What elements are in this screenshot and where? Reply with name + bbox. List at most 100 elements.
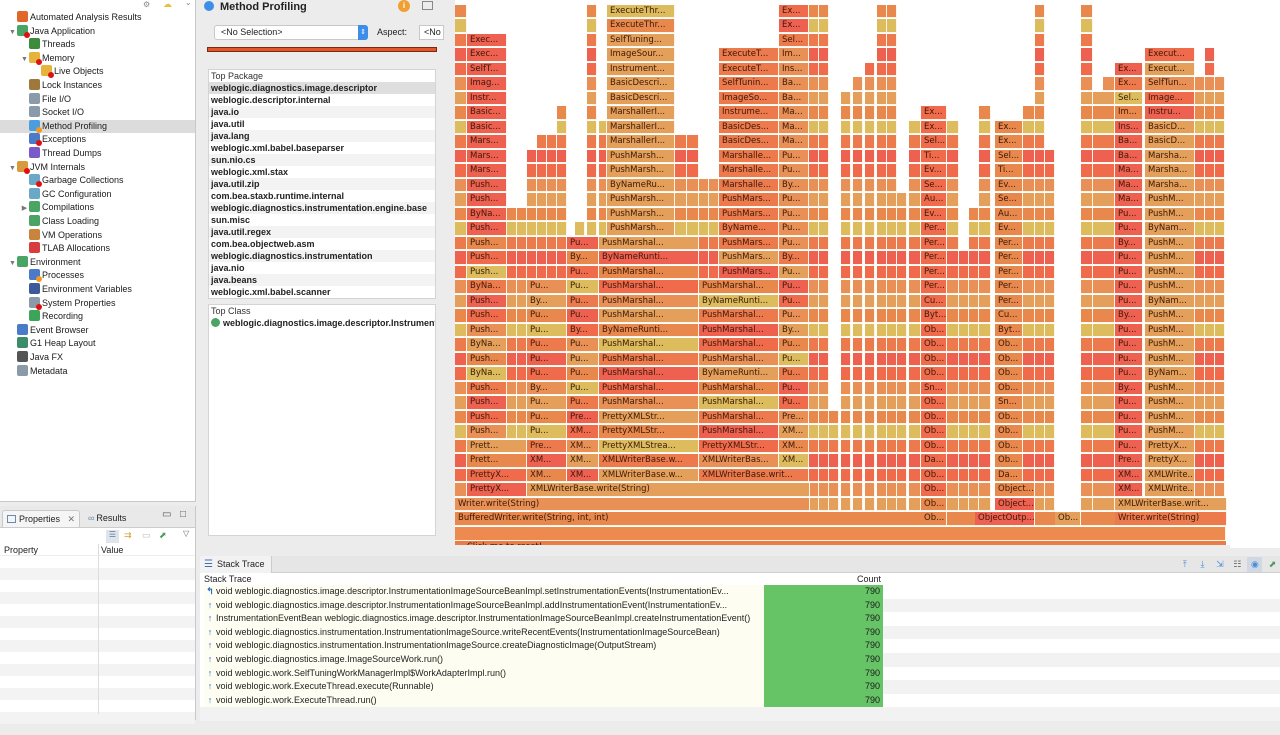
flame-frame[interactable]: Ev... bbox=[921, 164, 947, 178]
flame-frame[interactable] bbox=[557, 236, 567, 250]
flame-frame[interactable] bbox=[877, 193, 887, 207]
flame-frame[interactable] bbox=[865, 62, 875, 76]
flame-frame[interactable] bbox=[947, 410, 959, 424]
flame-frame[interactable]: XM... bbox=[779, 439, 809, 453]
flame-frame[interactable] bbox=[455, 425, 467, 439]
flame-frame[interactable]: By... bbox=[779, 323, 809, 337]
flame-frame[interactable]: Ob... bbox=[921, 439, 947, 453]
flame-frame[interactable] bbox=[1081, 483, 1093, 497]
flame-frame[interactable] bbox=[969, 294, 979, 308]
flame-frame[interactable] bbox=[1081, 222, 1093, 236]
flame-frame[interactable] bbox=[959, 396, 969, 410]
tree-item-environment[interactable]: ▼ Environment bbox=[0, 255, 195, 269]
flame-frame[interactable] bbox=[819, 468, 829, 482]
flame-frame[interactable] bbox=[959, 483, 969, 497]
flame-root-frame[interactable] bbox=[455, 526, 1226, 541]
flame-frame[interactable]: PushMarshal... bbox=[699, 323, 779, 337]
flame-frame[interactable] bbox=[1045, 497, 1055, 511]
flame-frame[interactable] bbox=[969, 497, 979, 511]
flame-frame[interactable] bbox=[959, 425, 969, 439]
flame-frame[interactable] bbox=[455, 149, 467, 163]
flame-frame[interactable] bbox=[587, 149, 597, 163]
flame-frame[interactable] bbox=[1045, 236, 1055, 250]
flame-frame[interactable] bbox=[455, 323, 467, 337]
flame-frame[interactable] bbox=[887, 120, 897, 134]
flame-frame[interactable]: Pu... bbox=[567, 294, 599, 308]
flame-frame[interactable] bbox=[517, 222, 527, 236]
flame-frame[interactable] bbox=[1215, 454, 1225, 468]
flame-frame[interactable] bbox=[455, 222, 467, 236]
flame-frame[interactable] bbox=[1081, 367, 1093, 381]
collapse-icon[interactable]: ▼ bbox=[9, 28, 16, 36]
flame-frame[interactable] bbox=[819, 135, 829, 149]
flame-frame[interactable]: Instrument... bbox=[607, 62, 675, 76]
flame-frame[interactable] bbox=[809, 106, 819, 120]
table-view-icon[interactable] bbox=[422, 1, 433, 10]
flame-frame[interactable]: ByNa... bbox=[467, 338, 507, 352]
flame-frame[interactable] bbox=[887, 77, 897, 91]
flame-frame[interactable] bbox=[1035, 454, 1045, 468]
flame-frame[interactable] bbox=[527, 193, 537, 207]
flame-frame[interactable] bbox=[809, 265, 819, 279]
flame-frame[interactable] bbox=[709, 236, 719, 250]
flame-frame[interactable] bbox=[809, 62, 819, 76]
flame-frame[interactable] bbox=[709, 207, 719, 221]
flame-frame[interactable] bbox=[507, 367, 517, 381]
flame-frame[interactable] bbox=[1205, 77, 1215, 91]
flame-frame[interactable] bbox=[1045, 251, 1055, 265]
flame-frame[interactable] bbox=[1205, 265, 1215, 279]
flame-frame[interactable]: Im... bbox=[779, 48, 809, 62]
flame-frame[interactable]: PushMarshal... bbox=[599, 265, 699, 279]
flame-frame[interactable] bbox=[1035, 497, 1045, 511]
flame-frame[interactable] bbox=[877, 164, 887, 178]
flame-frame[interactable] bbox=[1081, 193, 1093, 207]
flame-frame[interactable] bbox=[599, 120, 607, 134]
flame-frame[interactable] bbox=[877, 381, 887, 395]
flame-frame[interactable]: PrettyXMLStr... bbox=[599, 410, 699, 424]
flame-frame[interactable] bbox=[897, 454, 907, 468]
flame-frame[interactable]: By... bbox=[527, 294, 567, 308]
flame-frame[interactable] bbox=[1215, 193, 1225, 207]
flame-frame[interactable] bbox=[1103, 468, 1115, 482]
flame-frame[interactable] bbox=[1035, 193, 1045, 207]
flame-frame[interactable]: Exec... bbox=[467, 33, 507, 47]
group-from-root-icon[interactable]: ⤒ bbox=[1182, 559, 1187, 569]
flame-frame[interactable] bbox=[897, 323, 907, 337]
flame-frame[interactable]: Ob... bbox=[995, 338, 1023, 352]
flame-frame[interactable] bbox=[455, 352, 467, 366]
flame-frame[interactable] bbox=[909, 164, 921, 178]
flame-frame[interactable]: Push... bbox=[467, 396, 507, 410]
view-menu-icon[interactable]: ⌄ bbox=[185, 0, 192, 7]
flame-frame[interactable] bbox=[853, 120, 863, 134]
flame-frame[interactable] bbox=[959, 294, 969, 308]
flame-frame[interactable] bbox=[1035, 222, 1045, 236]
flame-frame[interactable] bbox=[853, 280, 863, 294]
flame-frame[interactable]: Mars... bbox=[467, 149, 507, 163]
flame-frame[interactable] bbox=[877, 497, 887, 511]
flame-frame[interactable] bbox=[947, 251, 959, 265]
flame-frame[interactable] bbox=[853, 222, 863, 236]
flame-frame[interactable] bbox=[1195, 483, 1205, 497]
flame-frame[interactable] bbox=[979, 425, 991, 439]
column-value[interactable]: Value bbox=[101, 545, 124, 555]
flame-frame[interactable] bbox=[809, 4, 819, 18]
flame-frame[interactable] bbox=[1205, 91, 1215, 105]
flame-frame[interactable] bbox=[1195, 352, 1205, 366]
flame-frame[interactable] bbox=[865, 294, 875, 308]
flame-frame[interactable]: XM... bbox=[567, 468, 599, 482]
flame-frame[interactable] bbox=[1035, 425, 1045, 439]
flame-frame[interactable] bbox=[507, 410, 517, 424]
flame-frame[interactable]: Ex... bbox=[995, 135, 1023, 149]
flame-frame[interactable]: Pu... bbox=[779, 164, 809, 178]
flame-frame[interactable]: Exec... bbox=[467, 48, 507, 62]
flame-frame[interactable] bbox=[887, 367, 897, 381]
flame-frame[interactable] bbox=[909, 120, 921, 134]
flame-frame[interactable] bbox=[547, 265, 557, 279]
flame-frame[interactable] bbox=[1103, 309, 1115, 323]
flame-frame[interactable] bbox=[947, 207, 959, 221]
flame-frame[interactable]: Execut... bbox=[1145, 62, 1195, 76]
flame-frame[interactable] bbox=[1195, 222, 1205, 236]
flame-frame[interactable]: Pu... bbox=[567, 367, 599, 381]
flame-frame[interactable] bbox=[1205, 222, 1215, 236]
flame-frame[interactable]: ByNam... bbox=[1145, 222, 1195, 236]
